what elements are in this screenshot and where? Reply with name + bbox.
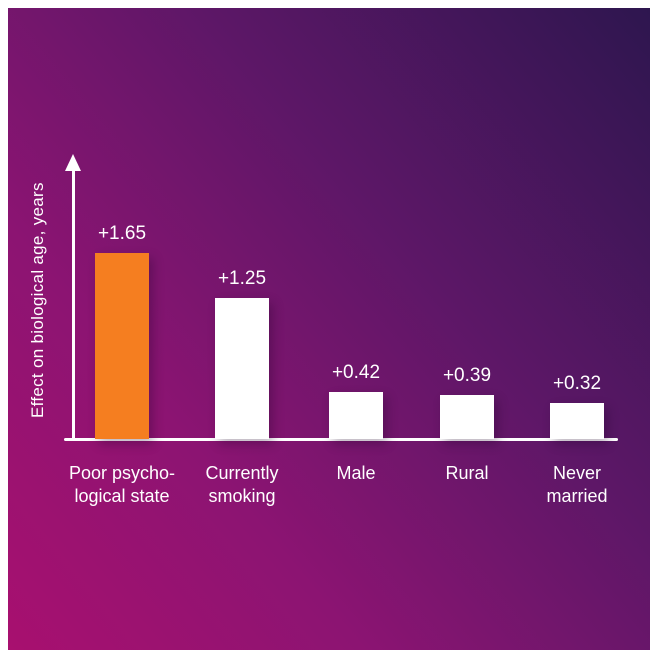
bar-category-label: Never married: [546, 463, 608, 507]
bar-value-label: +0.42: [331, 362, 381, 383]
x-axis-line: [64, 438, 618, 441]
bar-category-label: Poor psycho- logical state: [68, 463, 176, 507]
bar: [215, 298, 269, 439]
bar: [95, 253, 149, 439]
bar-category-label: Male: [336, 463, 376, 483]
y-axis-line: [72, 170, 75, 440]
bar: [440, 395, 494, 439]
bar-value-label: +0.39: [442, 365, 492, 386]
bar-value-label: +0.32: [552, 373, 602, 394]
bar-category-label: Currently smoking: [205, 463, 279, 507]
bars-container: +1.65 Poor psycho- logical state +1.25 Curr…: [8, 8, 650, 650]
chart-background: Effect on biological age, years +1.65 Poo…: [8, 8, 650, 650]
bar-value-label: +1.25: [217, 268, 267, 289]
bar-category-label: Rural: [445, 463, 489, 483]
bar: [329, 392, 383, 439]
y-axis-arrow-icon: [65, 154, 81, 171]
bar-value-label: +1.65: [97, 223, 147, 244]
bar: [550, 403, 604, 439]
